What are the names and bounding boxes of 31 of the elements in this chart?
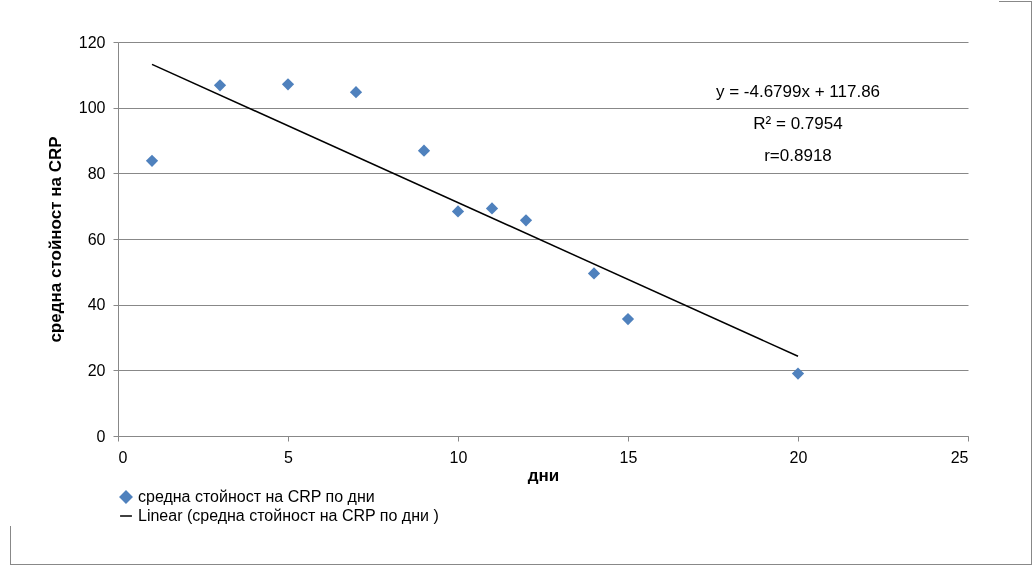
x-tick-label: 5 [284,448,294,466]
point [349,86,363,99]
y-tick-label: 120 [78,33,106,51]
point [451,205,465,218]
point [485,202,499,215]
annotation: y = -4.6799x + 117.86 [715,82,881,101]
annotation: r=0.8918 [764,146,832,165]
x-tick-label: 0 [118,448,128,466]
y-tick-label: 60 [87,230,106,248]
x-axis-title: дни [527,465,560,485]
y-tick-label: 0 [96,427,106,445]
point [145,154,159,167]
y-tick-label: 40 [87,296,106,314]
y-tick-label: 20 [87,361,106,379]
y-tick-label: 80 [87,164,106,182]
x-tick-label: 15 [619,448,638,466]
point [281,78,295,91]
y-tick-label: 100 [78,99,106,117]
point [213,79,227,92]
x-tick-label: 20 [789,448,808,466]
point [791,367,805,380]
x-tick-label: 25 [950,448,969,466]
point [417,144,431,157]
point [621,312,635,326]
y-axis-title: средна стойност на CRP [45,136,65,343]
legend-label: Linear (средна стойност на CRP по дни ) [138,507,439,524]
x-tick-label: 10 [449,448,468,466]
annotation: R² = 0.7954 [753,114,843,133]
legend-label: средна стойност на CRP по дни [138,488,375,505]
point [587,267,601,280]
point [519,214,533,227]
